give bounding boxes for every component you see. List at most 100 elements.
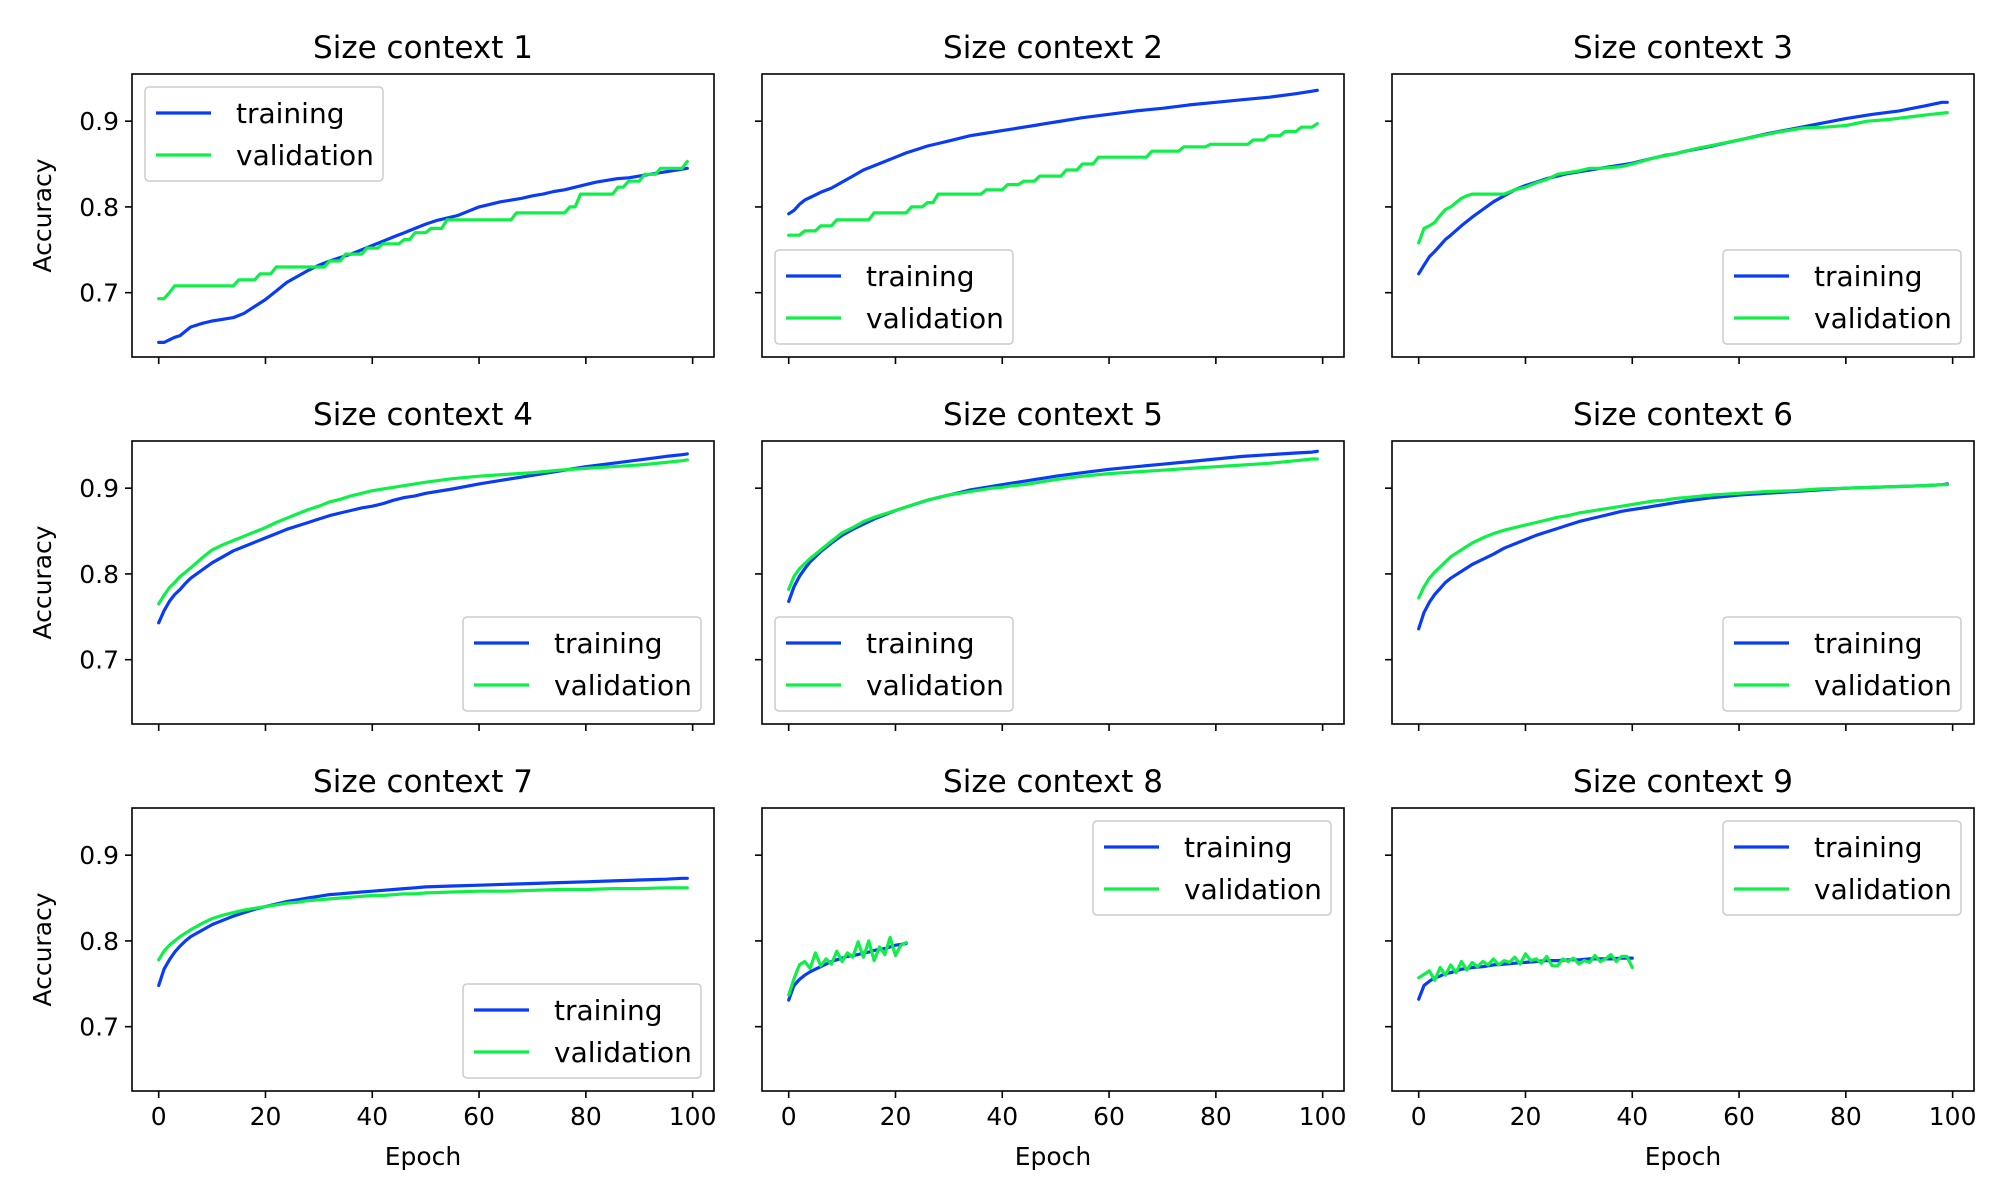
- x-tick-label: 80: [1200, 1102, 1232, 1131]
- x-tick-label: 100: [1929, 1102, 1977, 1131]
- legend-label-validation: validation: [1184, 873, 1322, 906]
- x-tick-label: 100: [1299, 1102, 1347, 1131]
- chart-panel-2: Size context 2 training validation: [755, 30, 1345, 364]
- plot-frame: [1391, 73, 1975, 358]
- legend-label-validation: validation: [866, 669, 1004, 702]
- panel-title: Size context 1: [313, 30, 533, 66]
- series-line-training: [787, 88, 1319, 216]
- x-tick-label: 80: [570, 1102, 602, 1131]
- plot-frame: [131, 440, 715, 725]
- y-tick-label: 0.7: [79, 279, 119, 308]
- series-line-validation: [787, 457, 1319, 592]
- plot-frame: [761, 73, 1345, 358]
- legend-frame: [1722, 249, 1962, 345]
- panel-title: Size context 7: [313, 764, 533, 800]
- y-axis-label: Accuracy: [28, 525, 57, 639]
- y-tick-label: 0.8: [79, 560, 119, 589]
- y-tick-label: 0.7: [79, 646, 119, 675]
- legend-frame: [462, 616, 702, 712]
- panel-title: Size context 4: [313, 397, 533, 433]
- y-axis-label: Accuracy: [28, 158, 57, 272]
- chart-panel-3: Size context 3 training validation: [1385, 30, 1975, 364]
- chart-panel-4: 0.7 0.8 0.9 Size context 4 Accuracy training v…: [28, 397, 715, 731]
- chart-panel-7: 0.7 0.8 0.9 0 20 40 60 80 100 Size context 7 Accur…: [28, 764, 717, 1171]
- panel-title: Size context 3: [1573, 30, 1793, 66]
- legend-frame: [462, 983, 702, 1079]
- legend-frame: [774, 249, 1014, 345]
- legend: training validation: [462, 616, 702, 712]
- x-axis-label: Epoch: [385, 1142, 462, 1171]
- legend-label-training: training: [1814, 627, 1922, 660]
- legend-label-training: training: [866, 260, 974, 293]
- legend-label-training: training: [236, 97, 344, 130]
- legend-label-validation: validation: [554, 1036, 692, 1069]
- plot-frame: [131, 73, 715, 358]
- panel-title: Size context 2: [943, 30, 1163, 66]
- series-line-training: [157, 876, 689, 988]
- chart-panel-9: 0 20 40 60 80 100 Size context 9 Epoch training v…: [1385, 764, 1977, 1171]
- x-tick-label: 60: [1723, 1102, 1755, 1131]
- x-tick-label: 60: [1093, 1102, 1125, 1131]
- series-line-validation: [787, 122, 1319, 237]
- x-tick-label: 40: [986, 1102, 1018, 1131]
- legend-label-validation: validation: [1814, 873, 1952, 906]
- x-tick-label: 0: [781, 1102, 797, 1131]
- panel-title: Size context 9: [1573, 764, 1793, 800]
- y-axis-label: Accuracy: [28, 892, 57, 1006]
- series-line-validation: [1417, 110, 1949, 245]
- legend-frame: [1722, 820, 1962, 916]
- legend-label-training: training: [1814, 831, 1922, 864]
- plot-frame: [1391, 807, 1975, 1092]
- chart-panel-5: Size context 5 training validation: [755, 397, 1345, 731]
- chart-panel-8: 0 20 40 60 80 100 Size context 8 Epoch training v…: [755, 764, 1347, 1171]
- legend: training validation: [774, 249, 1014, 345]
- legend: training validation: [144, 86, 384, 182]
- x-tick-label: 20: [250, 1102, 282, 1131]
- plot-frame: [761, 440, 1345, 725]
- series-line-validation: [157, 159, 689, 301]
- x-tick-label: 20: [1510, 1102, 1542, 1131]
- series-line-training: [157, 166, 689, 344]
- y-tick-label: 0.7: [79, 1013, 119, 1042]
- x-axis-label: Epoch: [1015, 1142, 1092, 1171]
- legend-frame: [1722, 616, 1962, 712]
- x-tick-label: 40: [356, 1102, 388, 1131]
- x-tick-label: 80: [1830, 1102, 1862, 1131]
- series-line-training: [787, 449, 1319, 604]
- x-tick-label: 20: [880, 1102, 912, 1131]
- y-tick-label: 0.9: [79, 841, 119, 870]
- x-tick-label: 100: [669, 1102, 717, 1131]
- y-tick-label: 0.8: [79, 193, 119, 222]
- x-tick-label: 0: [1411, 1102, 1427, 1131]
- panel-title: Size context 8: [943, 764, 1163, 800]
- x-tick-label: 0: [151, 1102, 167, 1131]
- legend-label-validation: validation: [236, 139, 374, 172]
- plot-frame: [761, 807, 1345, 1092]
- legend: training validation: [774, 616, 1014, 712]
- legend-label-training: training: [554, 994, 662, 1027]
- y-tick-label: 0.9: [79, 474, 119, 503]
- legend: training validation: [462, 983, 702, 1079]
- panel-title: Size context 6: [1573, 397, 1793, 433]
- plot-frame: [131, 807, 715, 1092]
- legend-label-validation: validation: [866, 302, 1004, 335]
- legend-label-validation: validation: [1814, 302, 1952, 335]
- series-line-validation: [157, 458, 689, 606]
- legend-label-validation: validation: [554, 669, 692, 702]
- chart-panel-6: Size context 6 training validation: [1385, 397, 1975, 731]
- plot-frame: [1391, 440, 1975, 725]
- legend-frame: [1092, 820, 1332, 916]
- x-tick-label: 40: [1616, 1102, 1648, 1131]
- legend: training validation: [1722, 249, 1962, 345]
- legend-label-training: training: [554, 627, 662, 660]
- series-line-validation: [787, 935, 908, 997]
- series-line-validation: [1417, 483, 1949, 600]
- legend-label-training: training: [866, 627, 974, 660]
- x-axis-label: Epoch: [1645, 1142, 1722, 1171]
- series-line-validation: [157, 886, 689, 962]
- y-tick-label: 0.9: [79, 107, 119, 136]
- series-line-training: [1417, 100, 1949, 276]
- legend-label-validation: validation: [1814, 669, 1952, 702]
- legend: training validation: [1722, 616, 1962, 712]
